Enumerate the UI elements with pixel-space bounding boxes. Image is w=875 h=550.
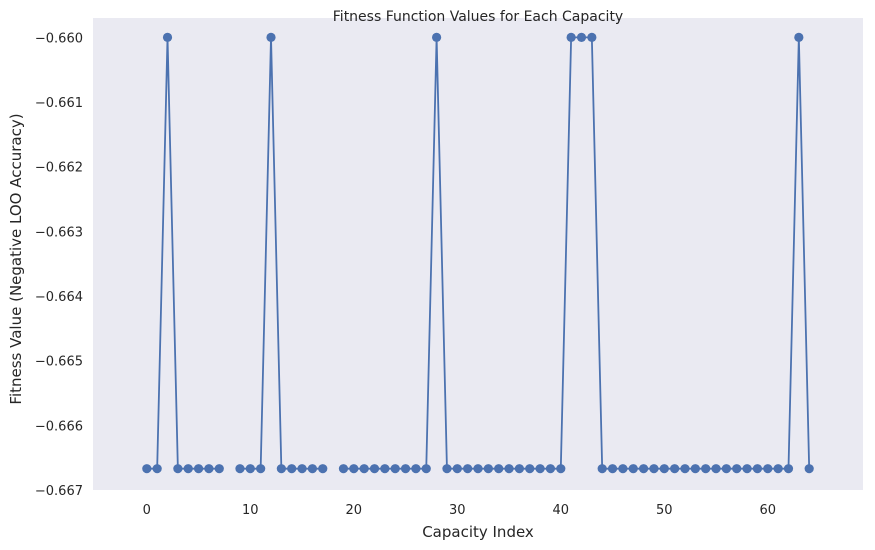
data-point — [659, 464, 669, 474]
data-point — [442, 464, 452, 474]
data-point — [390, 464, 400, 474]
y-tick-label: −0.666 — [35, 419, 83, 434]
data-point — [369, 464, 380, 474]
x-tick-label: 20 — [346, 503, 363, 518]
data-point — [732, 464, 742, 474]
data-point — [338, 464, 349, 474]
data-point — [463, 464, 473, 474]
data-point — [535, 464, 545, 474]
y-axis-label: Fitness Value (Negative LOO Accuracy) — [7, 113, 25, 404]
x-tick-label: 0 — [143, 503, 151, 518]
data-point — [452, 464, 462, 474]
data-point — [514, 464, 524, 474]
data-point — [266, 32, 276, 42]
chart-title: Fitness Function Values for Each Capacit… — [333, 9, 623, 25]
data-point — [318, 464, 328, 474]
series-line — [343, 36, 811, 470]
data-point — [576, 32, 587, 42]
data-point — [432, 32, 442, 42]
data-point — [193, 464, 204, 474]
data-point — [214, 464, 224, 474]
x-tick-label: 10 — [242, 503, 259, 518]
data-point — [359, 464, 369, 474]
data-point — [711, 464, 721, 474]
data-point — [245, 464, 255, 474]
data-point — [494, 464, 504, 474]
data-point — [783, 464, 794, 474]
data-point — [235, 464, 245, 474]
data-point — [804, 464, 814, 474]
plot-area — [93, 18, 863, 490]
data-point — [142, 464, 152, 474]
data-point — [545, 464, 556, 474]
data-point — [649, 464, 659, 474]
data-point — [183, 464, 193, 474]
data-point — [680, 464, 690, 474]
data-point — [380, 464, 390, 474]
data-point — [721, 464, 731, 474]
y-tick-label: −0.665 — [35, 355, 83, 370]
data-point — [173, 464, 183, 474]
data-point — [411, 464, 421, 474]
x-tick-label: 50 — [656, 503, 673, 518]
data-point — [566, 32, 576, 42]
data-point — [628, 464, 638, 474]
data-point — [607, 464, 618, 474]
data-point — [152, 464, 162, 474]
x-tick-label: 60 — [760, 503, 777, 518]
data-point — [204, 464, 214, 474]
data-point — [349, 464, 359, 474]
data-point — [297, 464, 307, 474]
data-point — [162, 32, 173, 42]
data-point — [752, 464, 763, 474]
data-point — [483, 464, 493, 474]
x-tick-label: 40 — [553, 503, 570, 518]
data-point — [587, 32, 597, 42]
y-tick-label: −0.663 — [35, 225, 83, 240]
series-layer — [142, 32, 814, 474]
data-point — [504, 464, 514, 474]
y-tick-label: −0.660 — [35, 31, 83, 46]
data-point — [638, 464, 649, 474]
data-point — [287, 464, 297, 474]
data-point — [763, 464, 773, 474]
data-point — [597, 464, 607, 474]
data-point — [400, 464, 411, 474]
data-point — [276, 464, 286, 474]
data-point — [307, 464, 318, 474]
data-point — [525, 464, 535, 474]
data-point — [473, 464, 483, 474]
y-axis-ticks: −0.660 −0.661 −0.662 −0.663 −0.664 −0.665 −0.6… — [35, 31, 83, 499]
data-point — [256, 464, 266, 474]
y-tick-label: −0.662 — [35, 161, 83, 176]
data-point — [618, 464, 628, 474]
x-axis-ticks: 0 10 20 30 40 50 60 — [143, 503, 776, 518]
y-tick-label: −0.661 — [35, 96, 83, 111]
data-point — [742, 464, 752, 474]
x-axis-label: Capacity Index — [422, 523, 534, 541]
data-point — [701, 464, 711, 474]
x-tick-label: 30 — [449, 503, 466, 518]
data-point — [556, 464, 566, 474]
data-point — [794, 32, 804, 42]
y-tick-label: −0.664 — [35, 290, 83, 305]
y-tick-label: −0.667 — [35, 484, 83, 499]
data-point — [421, 464, 431, 474]
data-point — [670, 464, 680, 474]
data-point — [773, 464, 783, 474]
data-point — [690, 464, 700, 474]
